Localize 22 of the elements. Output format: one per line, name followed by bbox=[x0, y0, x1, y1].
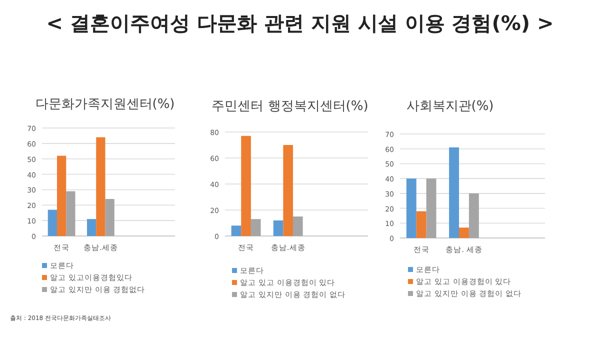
bar bbox=[406, 178, 416, 238]
chart-title: 주민센터 행정복지센터(%) bbox=[212, 99, 368, 114]
bar bbox=[458, 228, 469, 238]
chart-title: 다문화가족지원센터(%) bbox=[35, 97, 175, 112]
bar bbox=[416, 211, 426, 238]
bar bbox=[86, 219, 96, 236]
bar bbox=[231, 226, 242, 236]
bar bbox=[283, 145, 293, 236]
bar bbox=[241, 136, 251, 236]
bar bbox=[56, 156, 66, 236]
bar bbox=[96, 137, 106, 236]
bar bbox=[468, 193, 479, 238]
bar bbox=[449, 147, 459, 238]
bar bbox=[273, 220, 284, 236]
chart-title: 사회복지관(%) bbox=[406, 99, 494, 114]
bar bbox=[66, 191, 76, 236]
bar bbox=[105, 198, 114, 236]
text: < 결혼이주여성 다문화 관련 지원 시설 이용 경험(%) > bbox=[46, 11, 554, 35]
bar bbox=[292, 216, 303, 236]
bar bbox=[426, 178, 436, 238]
bar bbox=[48, 210, 57, 236]
bar bbox=[250, 219, 261, 236]
